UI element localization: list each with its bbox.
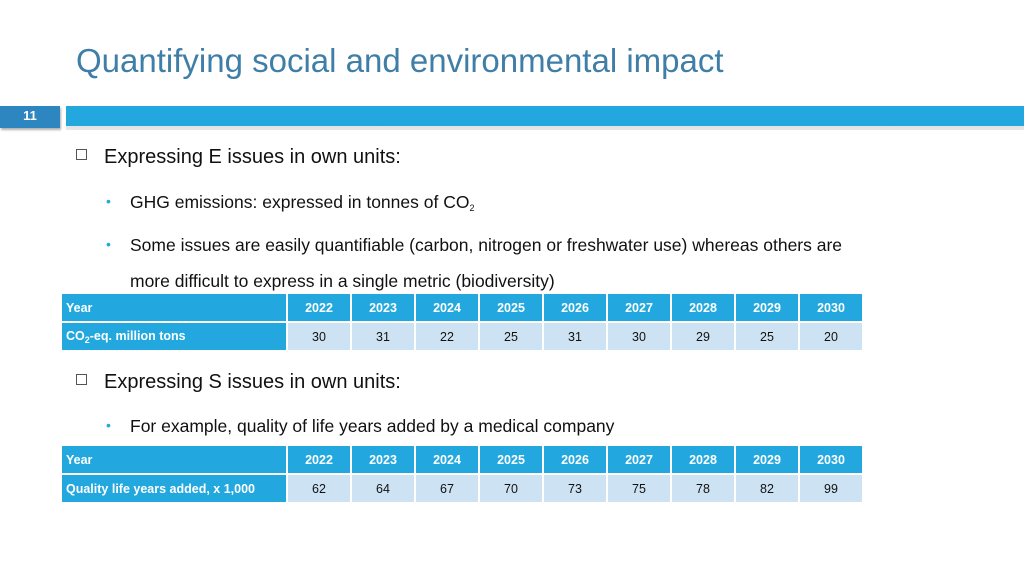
table-qaly-header-label: Year — [62, 446, 286, 475]
row-label-subscript: 2 — [84, 334, 90, 345]
page-number: 11 — [0, 106, 60, 128]
value-cell: 75 — [608, 475, 670, 502]
year-cell: 2024 — [416, 294, 478, 323]
bullet-quantifiable: • Some issues are easily quantifiable (ca… — [106, 226, 842, 299]
bullet-quantifiable-line2: more difficult to express in a single me… — [130, 271, 555, 291]
year-cell: 2022 — [288, 446, 350, 475]
year-cell: 2030 — [800, 446, 862, 475]
title-bar — [66, 106, 1024, 126]
square-bullet-icon — [76, 374, 87, 385]
table-co2-value-row: CO2-eq. million tons 30 31 22 25 31 30 2… — [62, 323, 862, 350]
value-cell: 62 — [288, 475, 350, 502]
section-e-heading: Expressing E issues in own units: — [76, 146, 401, 169]
value-cell: 82 — [736, 475, 798, 502]
year-cell: 2023 — [352, 294, 414, 323]
value-cell: 73 — [544, 475, 606, 502]
year-cell: 2026 — [544, 294, 606, 323]
section-s-heading: Expressing S issues in own units: — [76, 371, 401, 394]
year-cell: 2030 — [800, 294, 862, 323]
year-cell: 2024 — [416, 446, 478, 475]
section-e-heading-text: Expressing E issues in own units: — [104, 146, 401, 168]
bullet-quantifiable-line1: Some issues are easily quantifiable (car… — [130, 235, 843, 255]
table-qaly-header-row: Year 2022 2023 2024 2025 2026 2027 2028 … — [62, 446, 862, 475]
year-cell: 2023 — [352, 446, 414, 475]
value-cell: 25 — [480, 323, 542, 350]
value-cell: 70 — [480, 475, 542, 502]
row-label-prefix: CO — [66, 328, 85, 343]
value-cell: 31 — [544, 323, 606, 350]
year-cell: 2029 — [736, 446, 798, 475]
bullet-dot-icon: • — [106, 417, 111, 433]
table-co2-row-label: CO2-eq. million tons — [62, 323, 286, 350]
bullet-ghg: • GHG emissions: expressed in tonnes of C… — [106, 183, 474, 226]
bullet-dot-icon: • — [106, 236, 111, 252]
table-co2-header-row: Year 2022 2023 2024 2025 2026 2027 2028 … — [62, 294, 862, 323]
bullet-dot-icon: • — [106, 193, 111, 209]
year-cell: 2027 — [608, 446, 670, 475]
co2-subscript: 2 — [469, 203, 475, 213]
row-label-suffix: -eq. million tons — [89, 328, 186, 343]
slide-title: Quantifying social and environmental imp… — [76, 42, 724, 79]
table-qaly-row-label: Quality life years added, x 1,000 — [62, 475, 286, 502]
year-cell: 2029 — [736, 294, 798, 323]
table-co2: Year 2022 2023 2024 2025 2026 2027 2028 … — [60, 294, 864, 350]
year-cell: 2026 — [544, 446, 606, 475]
value-cell: 99 — [800, 475, 862, 502]
value-cell: 20 — [800, 323, 862, 350]
bullet-medical: • For example, quality of life years adde… — [106, 407, 614, 444]
value-cell: 64 — [352, 475, 414, 502]
value-cell: 78 — [672, 475, 734, 502]
table-co2-header-label: Year — [62, 294, 286, 323]
value-cell: 31 — [352, 323, 414, 350]
value-cell: 29 — [672, 323, 734, 350]
value-cell: 30 — [608, 323, 670, 350]
year-cell: 2025 — [480, 294, 542, 323]
year-cell: 2028 — [672, 446, 734, 475]
section-s-heading-text: Expressing S issues in own units: — [104, 371, 401, 393]
square-bullet-icon — [76, 149, 87, 160]
table-qaly-value-row: Quality life years added, x 1,000 62 64 … — [62, 475, 862, 502]
year-cell: 2028 — [672, 294, 734, 323]
bullet-ghg-text: GHG emissions: expressed in tonnes of CO — [130, 192, 470, 212]
year-cell: 2027 — [608, 294, 670, 323]
value-cell: 25 — [736, 323, 798, 350]
table-qaly: Year 2022 2023 2024 2025 2026 2027 2028 … — [60, 446, 864, 502]
value-cell: 30 — [288, 323, 350, 350]
year-cell: 2025 — [480, 446, 542, 475]
value-cell: 22 — [416, 323, 478, 350]
year-cell: 2022 — [288, 294, 350, 323]
bullet-medical-text: For example, quality of life years added… — [130, 416, 615, 436]
value-cell: 67 — [416, 475, 478, 502]
